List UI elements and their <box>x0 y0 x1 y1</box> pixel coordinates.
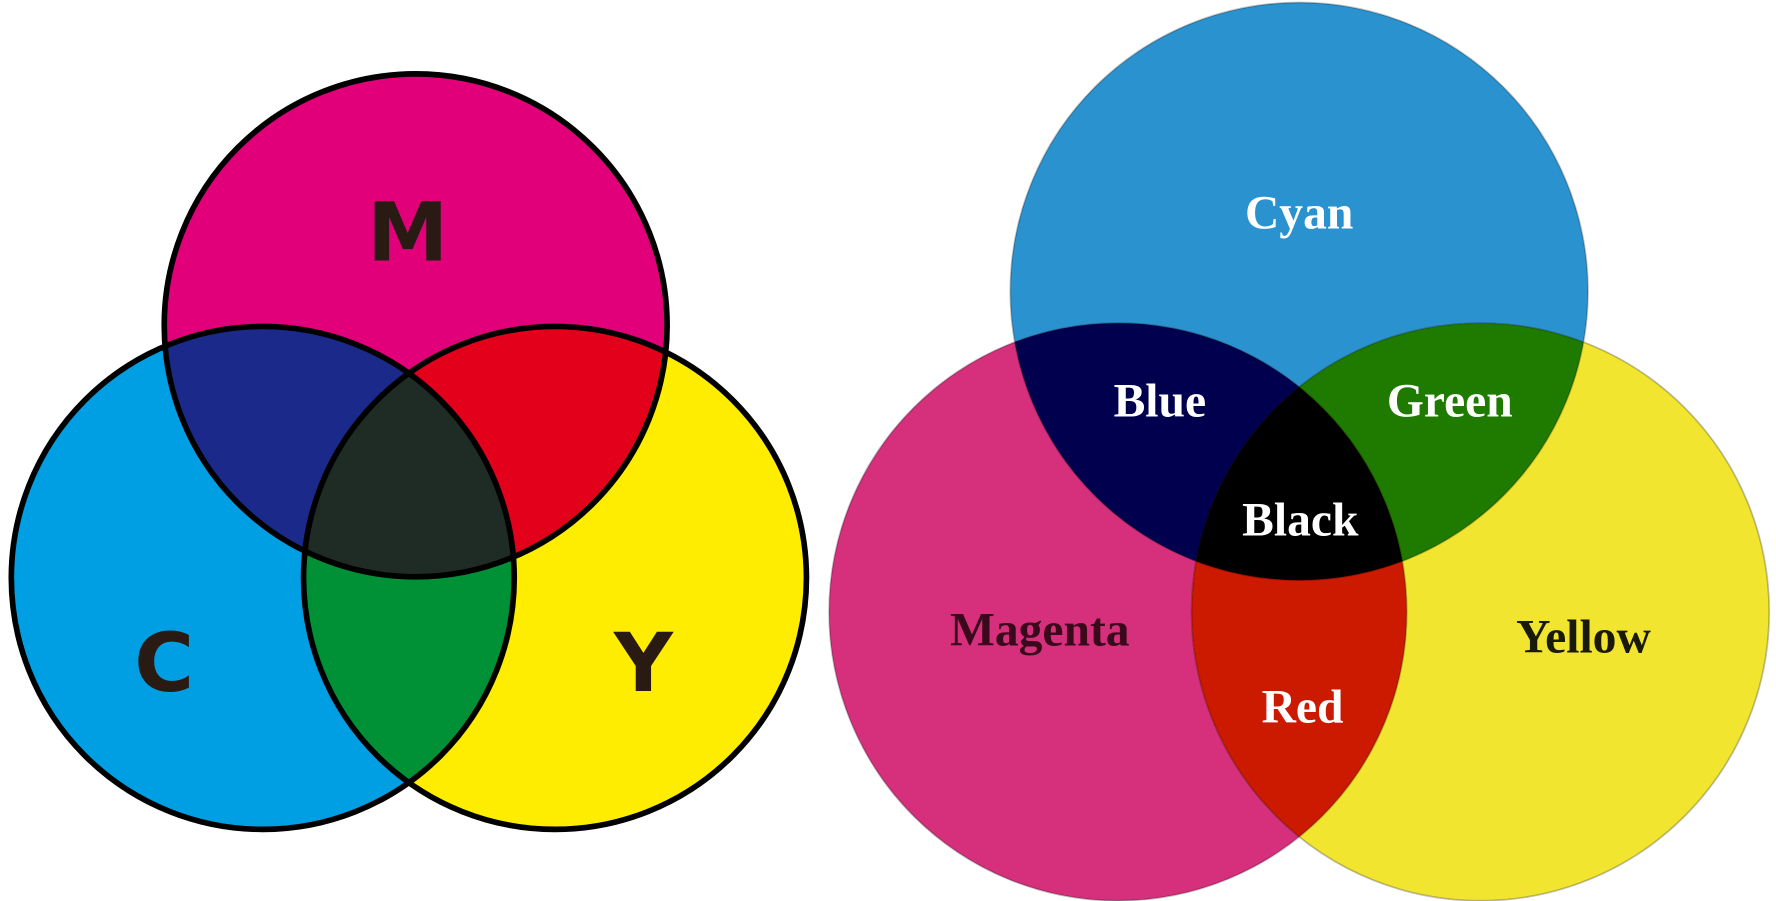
label: C <box>134 616 194 711</box>
outline <box>300 323 810 833</box>
subtractive-venn: Cyan Blue Green Black Magenta Yellow Red <box>828 1 1770 901</box>
label: Black <box>1242 495 1359 547</box>
outline <box>161 71 670 580</box>
outline <box>1009 1 1589 582</box>
label: Cyan <box>1245 188 1353 240</box>
label: Magenta <box>950 604 1130 656</box>
cmy-venn: M C Y <box>8 71 810 833</box>
outline <box>8 323 518 833</box>
black-overlap <box>303 326 515 577</box>
label: Green <box>1387 376 1513 428</box>
label: Red <box>1262 681 1344 733</box>
label: Blue <box>1114 376 1207 428</box>
label: M <box>367 186 448 281</box>
label: Yellow <box>1516 611 1651 663</box>
label: Y <box>613 616 674 711</box>
black-overlap <box>1191 323 1407 581</box>
